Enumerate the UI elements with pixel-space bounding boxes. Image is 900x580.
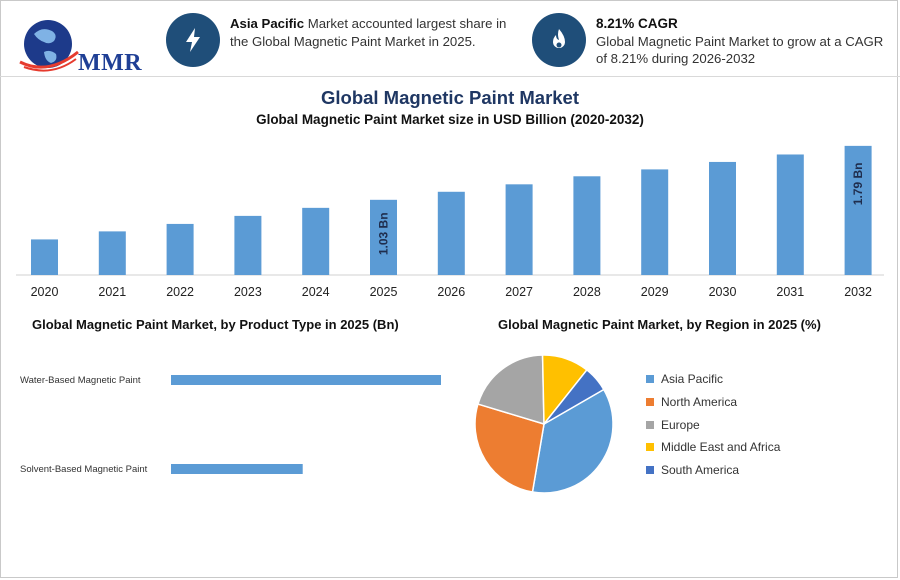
info-asia-pacific-bold: Asia Pacific — [230, 16, 305, 31]
legend-swatch — [646, 466, 654, 474]
info-asia-pacific-text: Market accounted largest share in the Gl… — [230, 16, 507, 49]
x-tick-2031: 2031 — [776, 285, 804, 299]
x-tick-2023: 2023 — [234, 285, 262, 299]
legend-label: Middle East and Africa — [661, 440, 781, 454]
hbar-water-based-magnetic-paint — [171, 375, 441, 385]
header-divider — [0, 76, 900, 77]
bar-2024 — [302, 207, 330, 275]
data-label-2032: 1.79 Bn — [851, 163, 865, 206]
bar-2023 — [234, 215, 262, 275]
info-cagr-text: Global Magnetic Paint Market to grow at … — [596, 33, 884, 67]
flame-icon — [532, 13, 586, 67]
bar-2031 — [776, 154, 804, 275]
region-pie-chart — [474, 354, 614, 494]
logo-text: MMR — [78, 50, 143, 76]
x-tick-2032: 2032 — [844, 285, 872, 299]
x-tick-2028: 2028 — [573, 285, 601, 299]
product-type-title: Global Magnetic Paint Market, by Product… — [32, 317, 399, 332]
data-label-2025: 1.03 Bn — [377, 212, 391, 255]
legend-item-middle-east-and-africa: Middle East and Africa — [646, 440, 780, 454]
bar-2025 — [370, 199, 397, 275]
legend-label: Europe — [661, 418, 700, 432]
market-size-bar-chart: 2020 2021 2022 2023 2024 2025 1.03 Bn 2026 2027 2… — [16, 145, 884, 299]
bar-2020 — [31, 239, 58, 275]
legend-item-europe: Europe — [646, 418, 700, 432]
globe-icon — [19, 20, 79, 72]
x-tick-2027: 2027 — [505, 285, 533, 299]
bar-2029 — [641, 169, 669, 275]
legend-item-asia-pacific: Asia Pacific — [646, 372, 723, 386]
legend-swatch — [646, 443, 654, 451]
x-tick-2030: 2030 — [709, 285, 737, 299]
hbar-label-water-based: Water-Based Magnetic Paint — [20, 375, 141, 386]
legend-label: North America — [661, 395, 738, 409]
x-tick-2021: 2021 — [98, 285, 126, 299]
x-tick-2024: 2024 — [302, 285, 330, 299]
pie-slice-north-america — [474, 403, 545, 493]
lightning-icon — [166, 13, 220, 67]
x-tick-2022: 2022 — [166, 285, 194, 299]
info-cagr-title: 8.21% CAGR — [596, 16, 678, 31]
legend-swatch — [646, 421, 654, 429]
bar-2026 — [437, 191, 465, 275]
legend-item-north-america: North America — [646, 395, 737, 409]
legend-item-south-america: South America — [646, 463, 739, 477]
main-chart-title: Global Magnetic Paint Market — [320, 87, 580, 108]
bar-2032 — [844, 145, 872, 275]
legend-swatch — [646, 375, 654, 383]
pie-slice-asia-pacific — [531, 388, 614, 494]
legend-label: South America — [661, 463, 740, 477]
product-type-bar-chart — [171, 375, 441, 474]
mmr-logo: MMR — [14, 12, 144, 80]
bar-2028 — [573, 176, 601, 275]
x-tick-2029: 2029 — [641, 285, 669, 299]
bar-2030 — [709, 161, 736, 275]
info-cagr: 8.21% CAGR Global Magnetic Paint Market … — [596, 15, 886, 68]
info-asia-pacific: Asia Pacific Market accounted largest sh… — [230, 15, 520, 50]
pie-slice-south-america — [543, 368, 605, 425]
legend-label: Asia Pacific — [661, 372, 724, 386]
main-chart-subtitle: Global Magnetic Paint Market size in USD… — [256, 112, 644, 127]
legend-swatch — [646, 398, 654, 406]
hbar-solvent-based-magnetic-paint — [171, 464, 303, 474]
bar-2021 — [98, 231, 126, 275]
pie-slice-europe — [477, 354, 545, 426]
x-tick-2025: 2025 — [370, 285, 398, 299]
region-title: Global Magnetic Paint Market, by Region … — [498, 317, 821, 332]
bar-2022 — [166, 223, 194, 275]
bar-2027 — [505, 184, 533, 275]
x-tick-2026: 2026 — [437, 285, 465, 299]
hbar-label-solvent-based: Solvent-Based Magnetic Paint — [20, 464, 148, 475]
x-tick-2020: 2020 — [31, 285, 59, 299]
